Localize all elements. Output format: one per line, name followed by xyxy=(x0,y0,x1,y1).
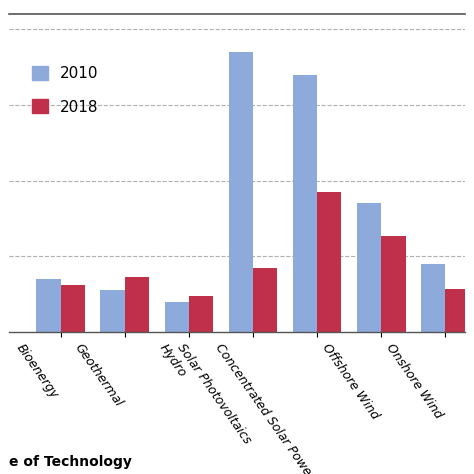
Bar xyxy=(61,285,85,332)
Text: e of Technology: e of Technology xyxy=(9,455,132,469)
Bar xyxy=(381,236,406,332)
Bar xyxy=(164,301,189,332)
Bar xyxy=(228,52,253,332)
Bar xyxy=(36,279,61,332)
Bar xyxy=(189,296,213,332)
Bar xyxy=(421,264,445,332)
Bar xyxy=(100,290,125,332)
Bar xyxy=(125,277,149,332)
Bar xyxy=(317,192,341,332)
Bar xyxy=(357,203,381,332)
Bar xyxy=(253,267,277,332)
Bar xyxy=(293,75,317,332)
Legend: 2010, 2018: 2010, 2018 xyxy=(26,60,104,121)
Bar xyxy=(445,290,470,332)
